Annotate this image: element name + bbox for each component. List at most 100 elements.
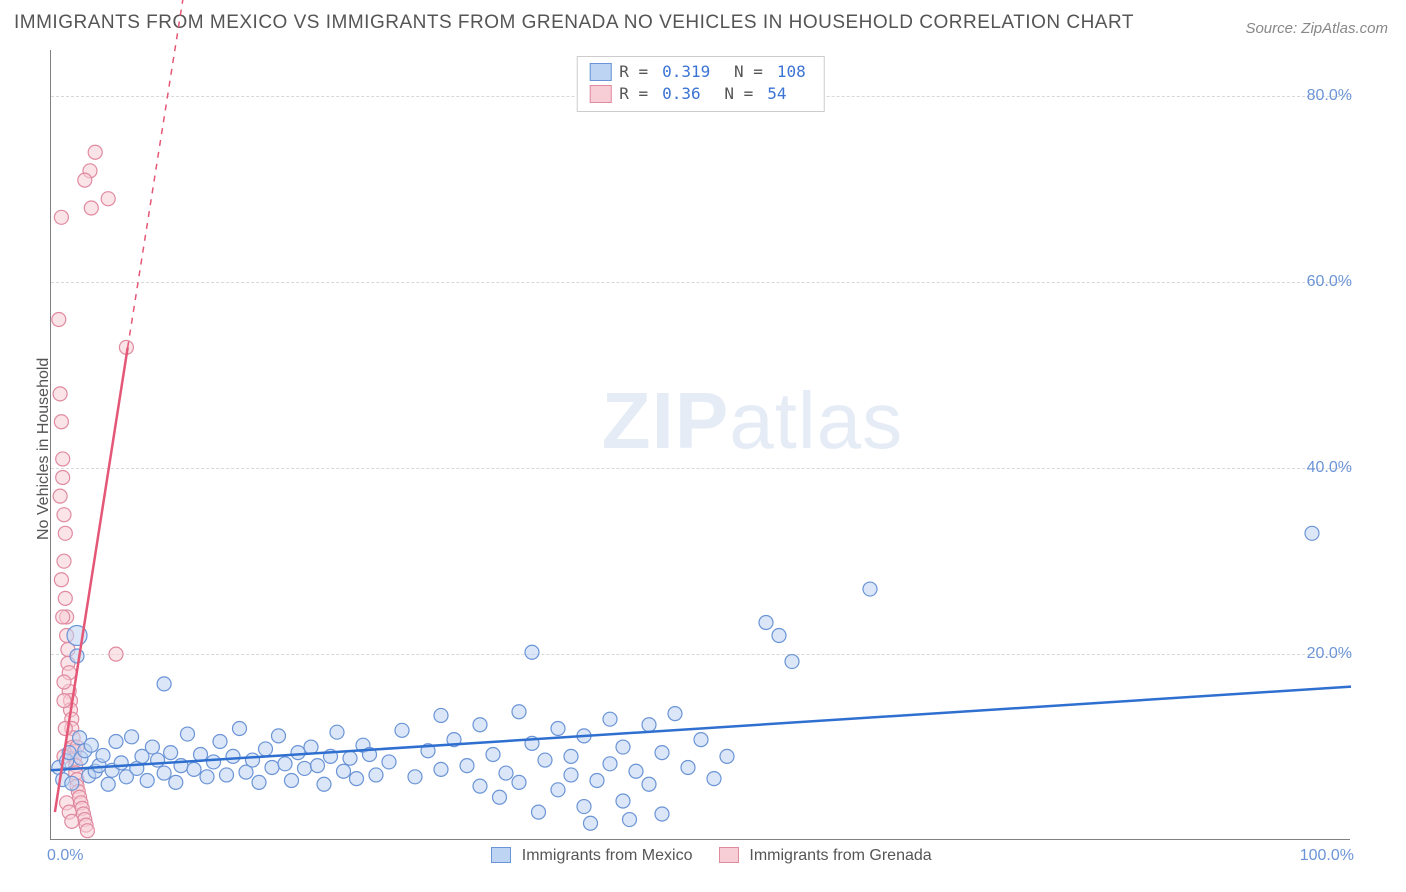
scatter-point [642,718,656,732]
scatter-point [65,776,79,790]
scatter-point [473,779,487,793]
scatter-point [590,774,604,788]
scatter-point [623,813,637,827]
scatter-point [57,675,71,689]
scatter-point [96,748,110,762]
legend-row-mexico: R = 0.319 N = 108 [589,61,812,83]
scatter-point [213,734,227,748]
scatter-point [54,573,68,587]
scatter-point [78,173,92,187]
scatter-point [694,733,708,747]
scatter-point [317,777,331,791]
scatter-point [720,749,734,763]
scatter-point [53,489,67,503]
legend-label-grenada: Immigrants from Grenada [749,847,931,864]
scatter-point [499,766,513,780]
scatter-point [57,554,71,568]
scatter-point [532,805,546,819]
scatter-point [564,749,578,763]
scatter-point [187,762,201,776]
scatter-point [681,761,695,775]
n-value-mexico: 108 [771,61,812,83]
scatter-svg [51,50,1350,839]
scatter-point [200,770,214,784]
scatter-point [460,759,474,773]
scatter-point [473,718,487,732]
scatter-point [114,756,128,770]
scatter-point [577,800,591,814]
scatter-point [330,725,344,739]
scatter-point [525,645,539,659]
scatter-point [226,749,240,763]
scatter-point [207,755,221,769]
scatter-point [272,729,286,743]
correlation-legend: R = 0.319 N = 108 R = 0.36 N = 54 [576,56,825,112]
scatter-point [408,770,422,784]
scatter-point [616,794,630,808]
scatter-point [298,761,312,775]
scatter-point [220,768,234,782]
scatter-point [157,677,171,691]
swatch-mexico-icon [491,847,511,863]
swatch-mexico-icon [589,63,611,81]
scatter-point [616,740,630,754]
scatter-point [603,712,617,726]
page-title: IMMIGRANTS FROM MEXICO VS IMMIGRANTS FRO… [14,12,1134,34]
scatter-point [337,764,351,778]
scatter-point [233,721,247,735]
scatter-point [181,727,195,741]
scatter-point [343,751,357,765]
scatter-point [707,772,721,786]
scatter-point [493,790,507,804]
scatter-point [109,647,123,661]
scatter-point [57,508,71,522]
scatter-point [53,387,67,401]
scatter-point [395,723,409,737]
r-value-mexico: 0.319 [656,61,716,83]
scatter-point [278,757,292,771]
scatter-point [246,753,260,767]
legend-label-mexico: Immigrants from Mexico [522,847,693,864]
scatter-point [863,582,877,596]
scatter-point [65,814,79,828]
legend-row-grenada: R = 0.36 N = 54 [589,83,812,105]
scatter-point [350,772,364,786]
scatter-point [551,783,565,797]
scatter-point [629,764,643,778]
scatter-point [125,730,139,744]
scatter-point [140,774,154,788]
series-legend: Immigrants from Mexico Immigrants from G… [51,847,1350,865]
scatter-point [772,629,786,643]
scatter-point [603,757,617,771]
scatter-point [486,747,500,761]
scatter-point [382,755,396,769]
swatch-grenada-icon [589,85,611,103]
scatter-point [80,824,94,838]
scatter-point [58,721,72,735]
scatter-point [169,775,183,789]
scatter-point [655,807,669,821]
scatter-point [109,734,123,748]
scatter-point [56,471,70,485]
n-value-grenada: 54 [761,83,792,105]
scatter-point [538,753,552,767]
scatter-point [291,746,305,760]
swatch-grenada-icon [719,847,739,863]
scatter-point [512,705,526,719]
scatter-point [84,738,98,752]
scatter-point [311,759,325,773]
scatter-point [642,777,656,791]
scatter-point [70,649,84,663]
scatter-point [1305,526,1319,540]
scatter-point [785,655,799,669]
scatter-point [759,616,773,630]
chart-area: No Vehicles in Household 20.0%40.0%60.0%… [50,50,1350,840]
scatter-point [84,201,98,215]
scatter-point [655,746,669,760]
scatter-point [101,777,115,791]
scatter-point [551,721,565,735]
scatter-point [58,591,72,605]
r-value-grenada: 0.36 [656,83,707,105]
scatter-point [252,775,266,789]
scatter-point [434,708,448,722]
